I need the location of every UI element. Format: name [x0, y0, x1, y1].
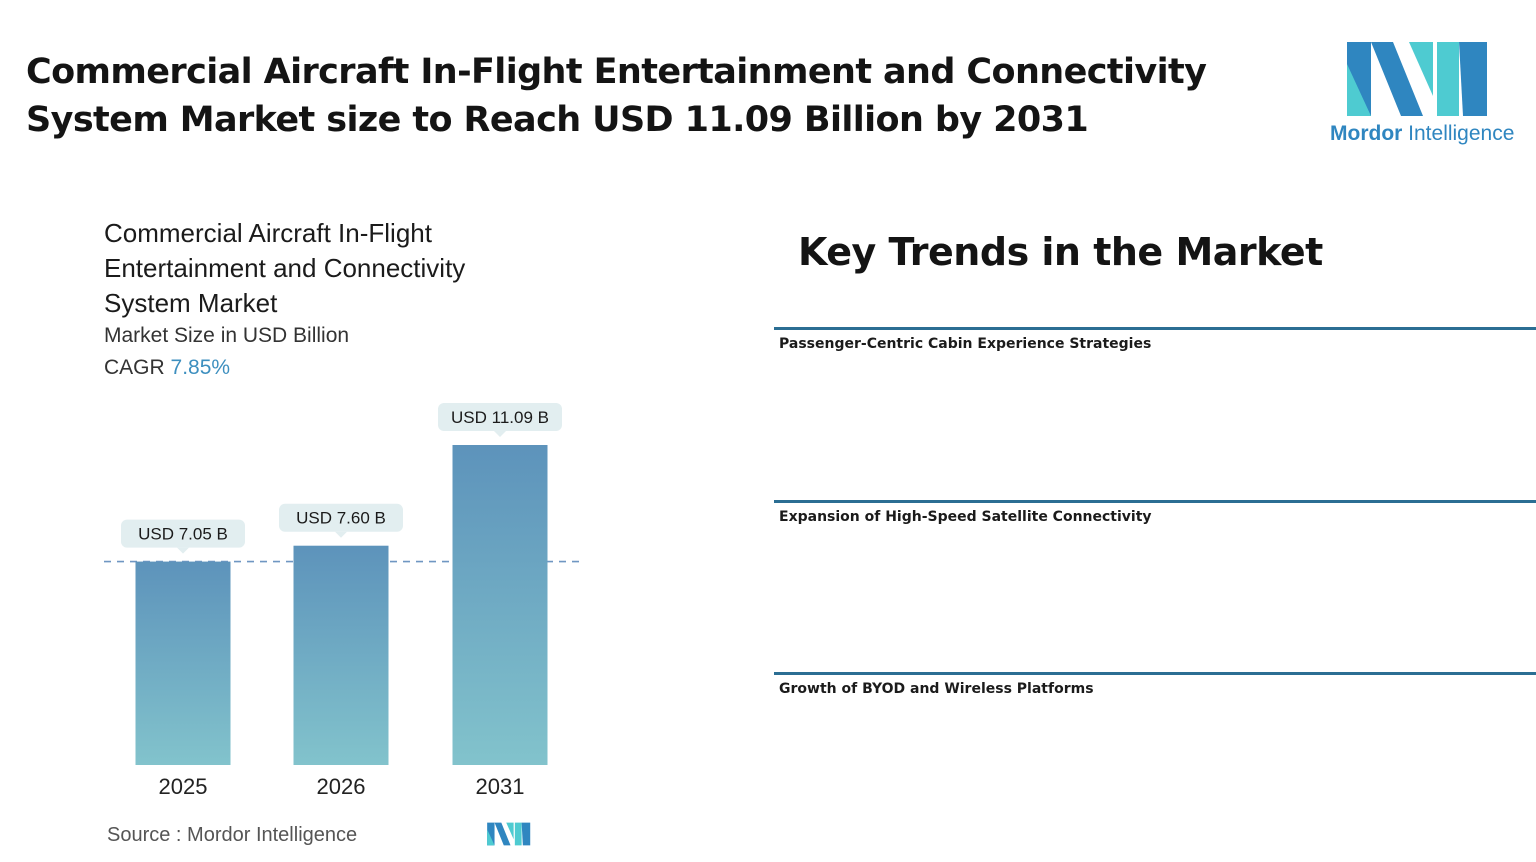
data-label-bg	[438, 403, 562, 431]
brand-name-light: Intelligence	[1402, 122, 1515, 145]
data-label-bg	[279, 503, 403, 532]
data-label-pointer	[494, 431, 506, 437]
bar	[135, 561, 231, 765]
x-tick-label: 2025	[159, 774, 208, 799]
data-label: USD 7.60 B	[296, 509, 386, 528]
trend-item: Expansion of High-Speed Satellite Connec…	[774, 500, 1536, 663]
trend-item: Passenger-Centric Cabin Experience Strat…	[774, 327, 1536, 490]
x-tick-label: 2031	[476, 774, 525, 799]
bar	[293, 545, 389, 765]
headline-line-2: System Market size to Reach USD 11.09 Bi…	[26, 100, 1089, 140]
cagr-label: CAGR	[104, 356, 165, 379]
x-tick-label: 2026	[317, 774, 366, 799]
data-label-pointer	[177, 547, 189, 554]
trend-label: Expansion of High-Speed Satellite Connec…	[779, 509, 1152, 525]
trend-item: Growth of BYOD and Wireless Platforms	[774, 672, 1536, 835]
trend-label: Growth of BYOD and Wireless Platforms	[779, 681, 1094, 697]
data-label: USD 11.09 B	[451, 408, 549, 427]
cagr-value: 7.85%	[170, 356, 231, 379]
bar	[452, 445, 548, 765]
data-label: USD 7.05 B	[138, 525, 228, 544]
brand-name: Mordor Intelligence	[1330, 122, 1514, 146]
market-chart-panel: Commercial Aircraft In-Flight Entertainm…	[0, 200, 700, 862]
chart-source: Source : Mordor Intelligence	[107, 824, 358, 846]
mordor-intelligence-logo-icon	[1347, 42, 1487, 116]
bar-chart: USD 7.05 B 2025 USD 7.60 B 2026 USD 11.09 B 2…	[104, 403, 585, 799]
data-label-bg	[121, 519, 245, 548]
page-headline: Commercial Aircraft In-Flight Entertainm…	[26, 48, 1246, 144]
brand-name-bold: Mordor	[1330, 122, 1403, 145]
chart-subtitle: Market Size in USD Billion	[104, 324, 350, 347]
source-logo-icon	[487, 822, 531, 846]
data-label-pointer	[335, 531, 347, 538]
cagr-row: CAGR 7.85%	[104, 356, 230, 380]
trends-title: Key Trends in the Market	[798, 230, 1323, 274]
chart-title: Commercial Aircraft In-Flight Entertainm…	[104, 218, 466, 318]
brand-logo: Mordor Intelligence	[1330, 40, 1514, 152]
trend-label: Passenger-Centric Cabin Experience Strat…	[779, 336, 1152, 352]
headline-line-1: Commercial Aircraft In-Flight Entertainm…	[26, 52, 1207, 92]
